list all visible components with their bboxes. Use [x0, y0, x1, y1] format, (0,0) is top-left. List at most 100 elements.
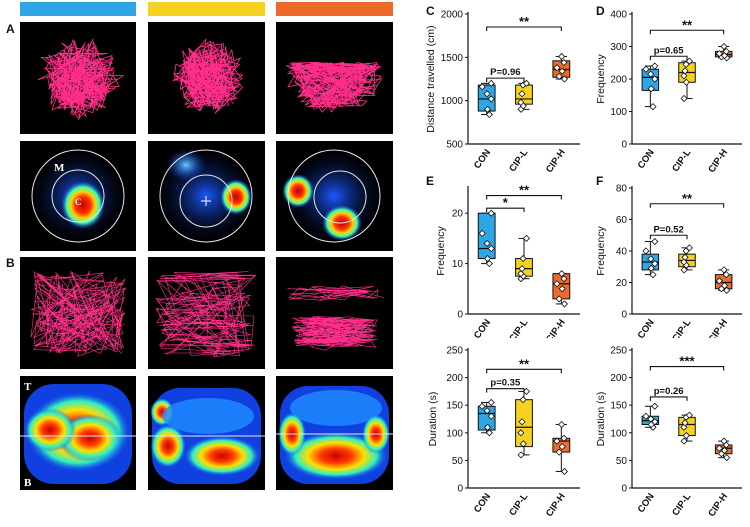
group-bar-con [20, 2, 136, 16]
data-point [558, 285, 566, 293]
data-point [642, 65, 650, 73]
data-point [519, 396, 527, 404]
significance-label: p=0.35 [490, 378, 521, 389]
significance-bracket [649, 203, 725, 208]
data-point [720, 266, 728, 274]
chart-f-frequency: 0 20 40 60 80 Frequency CON CIP-L CIP-H P=0.52 ** [592, 178, 750, 345]
data-point [720, 446, 729, 455]
x-tick-label: CIP-H [706, 317, 730, 338]
data-point [487, 398, 495, 407]
data-point [518, 418, 526, 426]
data-point [651, 62, 659, 70]
data-point [483, 239, 491, 248]
heatmap-circle-cip-h [276, 141, 393, 251]
heat-label-t: T [24, 381, 32, 393]
data-point [680, 266, 688, 274]
data-point [680, 437, 688, 445]
data-point [558, 420, 566, 429]
data-point [680, 258, 688, 266]
group-bar-cip-l [148, 2, 265, 16]
data-point [720, 437, 728, 445]
significance-bracket [649, 366, 725, 371]
heat-label-b: B [24, 477, 32, 489]
y-tick-label: 50 [452, 456, 464, 467]
y-tick-label: 80 [616, 184, 628, 195]
data-point [483, 423, 492, 431]
significance-bracket [649, 234, 688, 240]
chart-d-frequency: 0 100 200 300 400 Frequency CON CIP-L CIP-H p=0.6… [592, 4, 750, 176]
data-point [483, 254, 492, 263]
trajectory-path [155, 271, 257, 358]
data-point [487, 95, 495, 103]
y-tick-label: 0 [621, 140, 627, 151]
x-tick-label: CIP-L [670, 491, 693, 518]
data-point [685, 244, 693, 252]
significance-label: ** [519, 356, 530, 371]
x-tick-label: CON [472, 147, 493, 171]
heat-label-c: C [75, 197, 82, 207]
y-tick-label: 150 [610, 401, 627, 412]
data-point [651, 402, 659, 410]
data-point [517, 451, 525, 459]
x-tick-label: CIP-H [706, 147, 730, 175]
heatmap-box-cip-h [276, 376, 393, 490]
significance-bracket [649, 396, 688, 401]
panel-label-e: E [426, 174, 435, 188]
panel-label-d: D [596, 4, 605, 18]
x-tick-label: CON [636, 491, 657, 515]
x-tick-label: CIP-H [544, 147, 568, 175]
y-tick-label: 10 [452, 259, 464, 270]
box-con [477, 405, 496, 431]
significance-label: ** [519, 14, 530, 29]
data-point [478, 83, 486, 91]
significance-label: * [503, 195, 509, 210]
data-point [647, 85, 655, 93]
x-tick-label: CIP-L [507, 147, 530, 174]
heatmap-box-con: T B [20, 376, 136, 490]
data-point [722, 47, 730, 55]
data-point [519, 254, 527, 263]
x-tick-label: CIP-L [670, 147, 693, 174]
data-point [715, 444, 723, 452]
significance-label: p=0.26 [654, 386, 684, 397]
data-point [560, 75, 569, 83]
y-tick-label: 0 [621, 484, 627, 495]
trajectory-circle-cip-l [148, 22, 265, 134]
y-tick-label: 200 [610, 373, 627, 384]
data-point [483, 407, 491, 415]
data-point [553, 64, 561, 72]
x-tick-label: CIP-H [706, 491, 730, 519]
y-tick-label: 250 [610, 346, 627, 357]
x-tick-label: CIP-H [544, 317, 568, 338]
data-point [681, 253, 689, 261]
y-axis-label: Distance travelled (cm) [425, 25, 437, 132]
data-point [487, 209, 495, 217]
data-point [720, 282, 729, 290]
y-axis-label: Duration (s) [595, 392, 607, 447]
y-axis-label: Frequency [595, 225, 607, 275]
trajectory-path [291, 316, 378, 351]
data-point [555, 448, 563, 456]
data-point [560, 58, 568, 67]
data-point [483, 105, 492, 113]
x-tick-label: CIP-H [544, 491, 568, 519]
significance-bracket [486, 195, 562, 200]
y-tick-label: 40 [616, 247, 628, 258]
y-tick-label: 400 [610, 10, 627, 21]
significance-bracket [486, 207, 525, 213]
y-tick-label: 20 [616, 278, 628, 289]
data-point [651, 260, 659, 268]
data-point [647, 70, 655, 78]
chart-c-distance: 500 1000 1500 2000 Distance travelled (cm) CO… [420, 4, 590, 176]
data-point [517, 429, 525, 437]
data-point [642, 247, 650, 255]
data-point [560, 467, 569, 476]
data-point [560, 434, 568, 442]
significance-label: ** [682, 191, 693, 206]
significance-label: ** [519, 183, 530, 198]
heatmap-circle-con: M C [20, 141, 136, 251]
heat-label-m: M [54, 162, 65, 174]
data-point [553, 437, 561, 445]
y-tick-label: 0 [621, 310, 627, 321]
significance-bracket [486, 368, 562, 374]
